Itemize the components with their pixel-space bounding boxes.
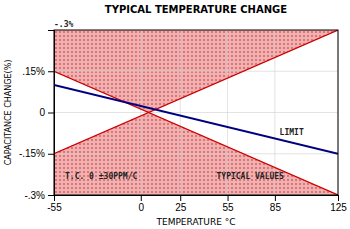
- grid-line: [54, 112, 338, 113]
- y-tick: 0: [39, 107, 54, 118]
- x-axis: -55 0 25 55 85 125: [47, 195, 347, 213]
- y-axis-title: CAPACITANCE CHANGE(%): [4, 60, 13, 166]
- y-tick-mark: [48, 71, 54, 72]
- y-tick-mark: [48, 154, 54, 155]
- x-tick: 0: [138, 195, 144, 213]
- y-tick-label: -.3%: [24, 190, 45, 201]
- x-axis-title: TEMPERATURE °C: [155, 217, 235, 227]
- x-tick-label: 85: [270, 202, 282, 213]
- y-tick: -.15%: [19, 148, 54, 159]
- typical-line: [54, 85, 338, 154]
- x-tick-mark: [338, 195, 339, 201]
- y-tick-mark: [48, 113, 54, 114]
- y-tick-mark: [48, 195, 54, 196]
- annotation: TYPICAL VALUES: [217, 172, 285, 181]
- x-tick-label: -55: [47, 202, 62, 213]
- grid: [54, 30, 338, 195]
- x-tick: 25: [175, 195, 187, 213]
- limit-line: [54, 30, 338, 154]
- title: TYPICAL TEMPERATURE CHANGE: [105, 4, 287, 15]
- plot-frame: [54, 30, 338, 195]
- annotation: T.C. 0 ±30PPM/C: [65, 172, 137, 181]
- grid-line: [54, 71, 338, 72]
- limit-bowtie: [54, 30, 338, 195]
- x-tick-mark: [228, 195, 229, 201]
- annotations: -.3% T.C. 0 ±30PPM/C TYPICAL VALUES LIMIT: [54, 20, 304, 181]
- x-tick: -55: [47, 195, 62, 213]
- annotation: -.3%: [54, 20, 73, 29]
- x-tick-label: 0: [138, 202, 144, 213]
- limit-line: [54, 71, 338, 195]
- x-tick: 125: [330, 195, 347, 213]
- lines: [54, 30, 338, 195]
- x-tick-mark: [180, 195, 181, 201]
- y-axis: -.3% -.15% 0 .15%: [19, 31, 55, 201]
- x-tick-label: 55: [222, 202, 234, 213]
- y-tick-label: -.15%: [19, 148, 45, 159]
- y-tick-label: .15%: [22, 66, 45, 77]
- x-tick-mark: [275, 195, 276, 201]
- shaded-region: [54, 30, 338, 195]
- x-tick-label: 25: [175, 202, 187, 213]
- x-tick-label: 125: [330, 202, 347, 213]
- y-tick-label: 0: [39, 107, 45, 118]
- plot: -55 0 25 55 85 125 -.3% -.15% 0 .15% -.3% T.C. 0 ±3…: [19, 20, 347, 213]
- plot-area: [54, 30, 338, 195]
- x-axis-line: [55, 196, 339, 202]
- annotation: LIMIT: [280, 128, 304, 137]
- grid-line: [54, 153, 338, 154]
- y-tick: .15%: [22, 66, 54, 77]
- x-tick: 85: [270, 195, 282, 213]
- y-tick: -.3%: [24, 190, 54, 201]
- x-tick-mark: [141, 195, 142, 201]
- x-tick: 55: [222, 195, 234, 213]
- chart: -55 0 25 55 85 125 -.3% -.15% 0 .15% -.3% T.C. 0 ±3…: [0, 0, 350, 229]
